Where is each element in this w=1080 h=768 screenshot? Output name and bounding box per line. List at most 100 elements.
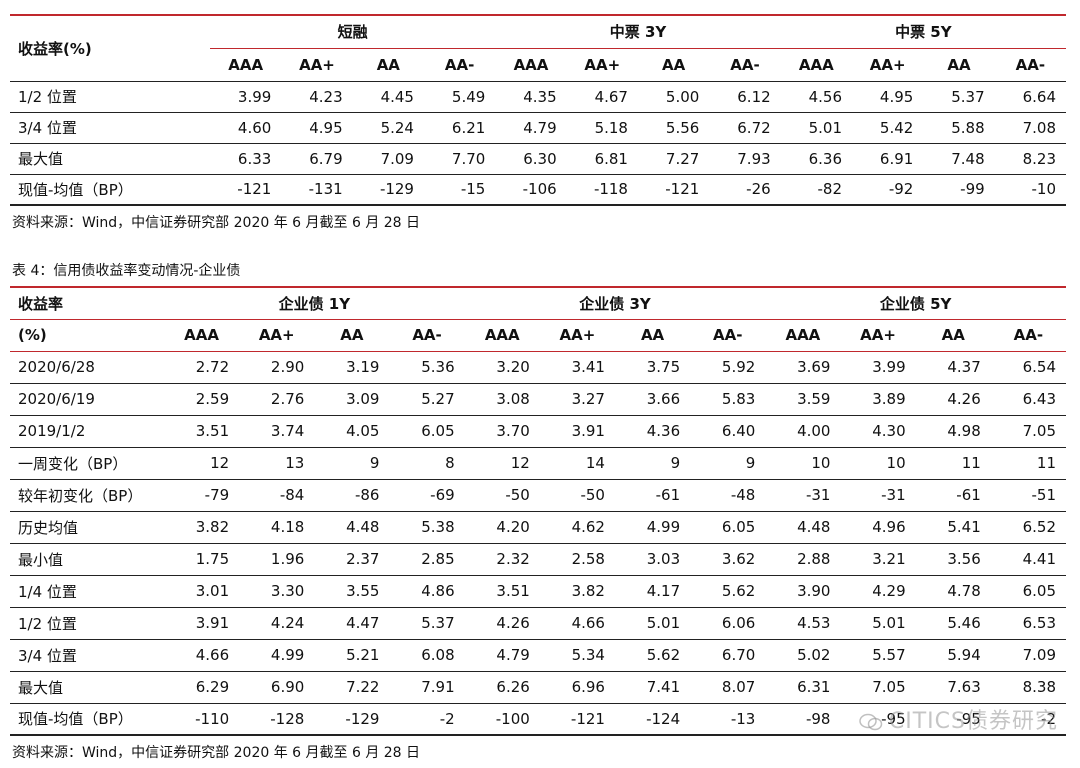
table-cell: 3.74 — [239, 415, 315, 448]
table-cell: 5.37 — [923, 81, 995, 113]
row-label: 3/4 位置 — [10, 112, 210, 144]
table-cell: -2 — [990, 703, 1066, 736]
table-cell: 3.51 — [464, 575, 540, 608]
table-cell: 2.72 — [164, 351, 240, 384]
table-cell: 7.93 — [709, 143, 781, 175]
table-cell: 4.24 — [239, 607, 315, 640]
rating-header-aaminus: AA- — [389, 319, 465, 352]
rating-header-aaplus: AA+ — [281, 48, 353, 82]
group-header-enterprise-5y: 企业债 5Y — [765, 286, 1066, 320]
rating-header-aa: AA — [352, 48, 424, 82]
table-cell: 2.76 — [239, 383, 315, 416]
table-cell: 3.30 — [239, 575, 315, 608]
table-cell: 4.48 — [765, 511, 841, 544]
table-cell: 6.29 — [164, 671, 240, 704]
table-cell: 11 — [990, 447, 1066, 480]
table-cell: 6.70 — [690, 639, 766, 672]
rating-header-aaminus: AA- — [994, 48, 1067, 82]
table-cell: 5.46 — [915, 607, 991, 640]
table-cell: -106 — [495, 174, 567, 206]
table-cell: 7.41 — [614, 671, 691, 704]
table-row: 一周变化（BP） 12 13 9 8 12 14 9 9 10 10 11 11 — [10, 447, 1066, 480]
table2-corner-header-top: 收益率 — [10, 286, 164, 320]
table-cell: 4.36 — [614, 415, 691, 448]
table-cell: -82 — [780, 174, 852, 206]
rating-header-aaminus: AA- — [709, 48, 781, 82]
table1-corner-header: 收益率(%) — [10, 14, 210, 82]
table-cell: 4.20 — [464, 511, 540, 544]
table-row: 3/4 位置 4.66 4.99 5.21 6.08 4.79 5.34 5.62 6.70 5.… — [10, 639, 1066, 672]
table-cell: 4.53 — [765, 607, 841, 640]
row-label: 一周变化（BP） — [10, 447, 164, 480]
table-cell: 14 — [539, 447, 615, 480]
table-cell: 10 — [840, 447, 916, 480]
table-cell: 3.82 — [539, 575, 615, 608]
table-cell: 3.89 — [840, 383, 916, 416]
table-cell: 3.56 — [915, 543, 991, 576]
table-cell: -118 — [566, 174, 638, 206]
table-cell: 8.23 — [994, 143, 1067, 175]
table-cell: 6.05 — [690, 511, 766, 544]
table-cell: 2.58 — [539, 543, 615, 576]
table-cell: 7.05 — [840, 671, 916, 704]
table-row: 1/4 位置 3.01 3.30 3.55 4.86 3.51 3.82 4.17 5.62 3.… — [10, 575, 1066, 608]
rating-header-aaa: AAA — [780, 48, 852, 82]
table-cell: 7.63 — [915, 671, 991, 704]
table-cell: 4.29 — [840, 575, 916, 608]
table-cell: -95 — [915, 703, 991, 736]
watermark: CITICS债券研究 — [859, 703, 1058, 735]
table-cell: 5.01 — [614, 607, 691, 640]
table-cell: 6.64 — [994, 81, 1067, 113]
table-row: 1/2 位置 3.99 4.23 4.45 5.49 4.35 4.67 5.00 6.12 4.… — [10, 81, 1067, 113]
table-cell: 3.82 — [164, 511, 240, 544]
table2-corner-header-unit: (%) — [10, 319, 164, 352]
table-cell: 4.18 — [239, 511, 315, 544]
table-cell: 6.90 — [239, 671, 315, 704]
table-cell: 5.42 — [852, 112, 924, 144]
row-label: 2019/1/2 — [10, 415, 164, 448]
table-cell: 6.21 — [423, 112, 496, 144]
group-header-mtn-3y: 中票 3Y — [495, 14, 781, 49]
table-cell: 4.66 — [539, 607, 615, 640]
table2-source-note: 资料来源：Wind，中信证券研究部 2020 年 6 月截至 6 月 28 日 — [12, 745, 421, 761]
table-cell: 6.06 — [690, 607, 766, 640]
table-cell: 6.30 — [495, 143, 567, 175]
table-cell: 6.26 — [464, 671, 540, 704]
table-cell: 4.95 — [281, 112, 353, 144]
table-cell: 6.79 — [281, 143, 353, 175]
table-cell: 4.98 — [915, 415, 991, 448]
row-label: 现值-均值（BP） — [10, 703, 164, 736]
table-cell: 12 — [164, 447, 240, 480]
table-cell: -61 — [915, 479, 991, 512]
rating-header-aaa: AAA — [495, 48, 567, 82]
table-cell: 5.88 — [923, 112, 995, 144]
rating-header-aa: AA — [637, 48, 710, 82]
table-cell: 1.75 — [164, 543, 240, 576]
rating-header-aa: AA — [923, 48, 995, 82]
table-cell: 5.02 — [765, 639, 841, 672]
row-label: 1/4 位置 — [10, 575, 164, 608]
table-cell: 1.96 — [239, 543, 315, 576]
rating-header-aa: AA — [915, 319, 991, 352]
rating-header-aaminus: AA- — [990, 319, 1066, 352]
table-cell: 3.70 — [464, 415, 540, 448]
table-cell: 8.38 — [990, 671, 1066, 704]
rating-header-aaminus: AA- — [423, 48, 496, 82]
watermark-text: CITICS债券研究 — [888, 709, 1058, 734]
table-cell: -129 — [314, 703, 390, 736]
table-cell: 7.09 — [352, 143, 424, 175]
table-cell: 5.24 — [352, 112, 424, 144]
group-header-short-financing: 短融 — [210, 14, 496, 49]
table-cell: -48 — [690, 479, 766, 512]
table-row: 最小值 1.75 1.96 2.37 2.85 2.32 2.58 3.03 3.62 2.88 3… — [10, 543, 1066, 576]
table-cell: 3.27 — [539, 383, 615, 416]
row-label: 历史均值 — [10, 511, 164, 544]
table-cell: 7.22 — [314, 671, 390, 704]
table-cell: -129 — [352, 174, 424, 206]
table-cell: 4.45 — [352, 81, 424, 113]
table-cell: 4.26 — [915, 383, 991, 416]
table-row: 2020/6/19 2.59 2.76 3.09 5.27 3.08 3.27 3.66 5.8… — [10, 383, 1066, 416]
table-cell: -31 — [840, 479, 916, 512]
table-cell: 4.05 — [314, 415, 390, 448]
table-cell: 5.00 — [637, 81, 710, 113]
